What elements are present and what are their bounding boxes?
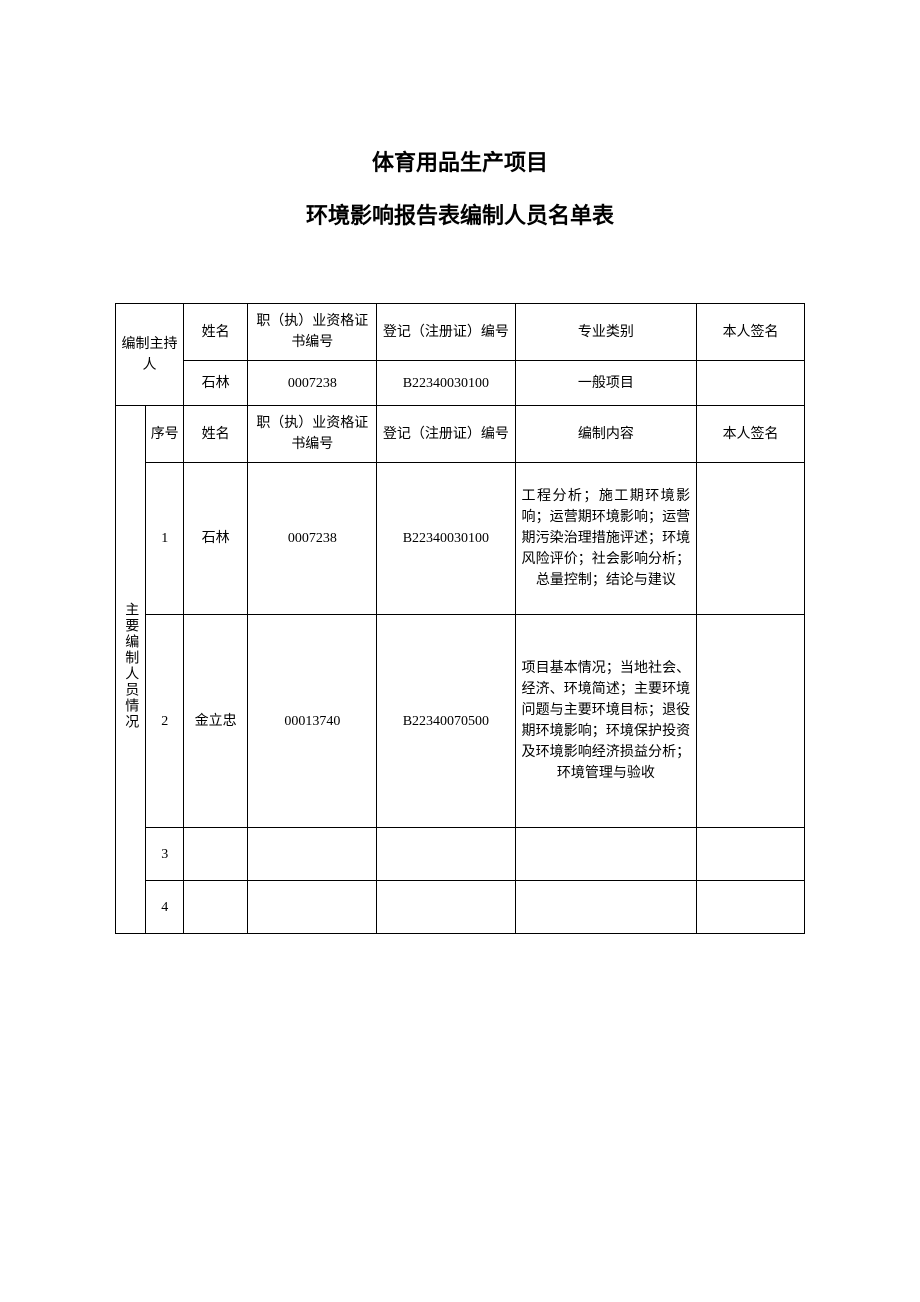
staff-cert — [248, 828, 377, 881]
host-signature — [697, 361, 805, 406]
staff-content: 工程分析；施工期环境影响；运营期环境影响；运营期污染治理措施评述；环境风险评价；… — [515, 463, 697, 615]
personnel-table: 编制主持人 姓名 职（执）业资格证书编号 登记（注册证）编号 专业类别 本人签名… — [115, 303, 805, 934]
staff-name: 金立忠 — [183, 615, 247, 828]
staff-header-signature: 本人签名 — [697, 406, 805, 463]
host-header-cert: 职（执）业资格证书编号 — [248, 304, 377, 361]
host-header-category: 专业类别 — [515, 304, 697, 361]
host-reg: B22340030100 — [377, 361, 515, 406]
staff-content — [515, 881, 697, 934]
host-header-row: 编制主持人 姓名 职（执）业资格证书编号 登记（注册证）编号 专业类别 本人签名 — [116, 304, 805, 361]
staff-name — [183, 828, 247, 881]
staff-seq: 2 — [146, 615, 183, 828]
staff-reg — [377, 881, 515, 934]
staff-name — [183, 881, 247, 934]
staff-seq: 1 — [146, 463, 183, 615]
staff-header-cert: 职（执）业资格证书编号 — [248, 406, 377, 463]
staff-row-4: 4 — [116, 881, 805, 934]
staff-header-reg: 登记（注册证）编号 — [377, 406, 515, 463]
host-cert: 0007238 — [248, 361, 377, 406]
staff-reg — [377, 828, 515, 881]
staff-row-3: 3 — [116, 828, 805, 881]
staff-cert: 00013740 — [248, 615, 377, 828]
staff-reg: B22340070500 — [377, 615, 515, 828]
staff-header-content: 编制内容 — [515, 406, 697, 463]
staff-signature — [697, 828, 805, 881]
staff-signature — [697, 463, 805, 615]
staff-header-row: 主要编制人员情况 序号 姓名 职（执）业资格证书编号 登记（注册证）编号 编制内… — [116, 406, 805, 463]
page-title-line1: 体育用品生产项目 — [0, 145, 920, 180]
staff-reg: B22340030100 — [377, 463, 515, 615]
host-name: 石林 — [183, 361, 247, 406]
host-header-name: 姓名 — [183, 304, 247, 361]
staff-cert — [248, 881, 377, 934]
page-title-line2: 环境影响报告表编制人员名单表 — [0, 198, 920, 233]
staff-content — [515, 828, 697, 881]
staff-content: 项目基本情况；当地社会、经济、环境简述；主要环境问题与主要环境目标；退役期环境影… — [515, 615, 697, 828]
host-category: 一般项目 — [515, 361, 697, 406]
staff-seq: 4 — [146, 881, 183, 934]
staff-seq: 3 — [146, 828, 183, 881]
host-header-signature: 本人签名 — [697, 304, 805, 361]
staff-label: 主要编制人员情况 — [116, 406, 146, 934]
staff-signature — [697, 615, 805, 828]
staff-header-name: 姓名 — [183, 406, 247, 463]
host-header-reg: 登记（注册证）编号 — [377, 304, 515, 361]
staff-signature — [697, 881, 805, 934]
host-label: 编制主持人 — [116, 304, 184, 406]
staff-name: 石林 — [183, 463, 247, 615]
staff-header-seq: 序号 — [146, 406, 183, 463]
staff-row-1: 1 石林 0007238 B22340030100 工程分析；施工期环境影响；运… — [116, 463, 805, 615]
staff-row-2: 2 金立忠 00013740 B22340070500 项目基本情况；当地社会、… — [116, 615, 805, 828]
host-data-row: 石林 0007238 B22340030100 一般项目 — [116, 361, 805, 406]
staff-cert: 0007238 — [248, 463, 377, 615]
